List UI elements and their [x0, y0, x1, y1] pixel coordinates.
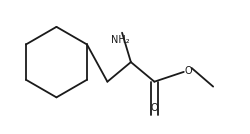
Text: NH₂: NH₂ [110, 35, 129, 45]
Text: O: O [184, 66, 192, 76]
Text: O: O [150, 103, 158, 113]
